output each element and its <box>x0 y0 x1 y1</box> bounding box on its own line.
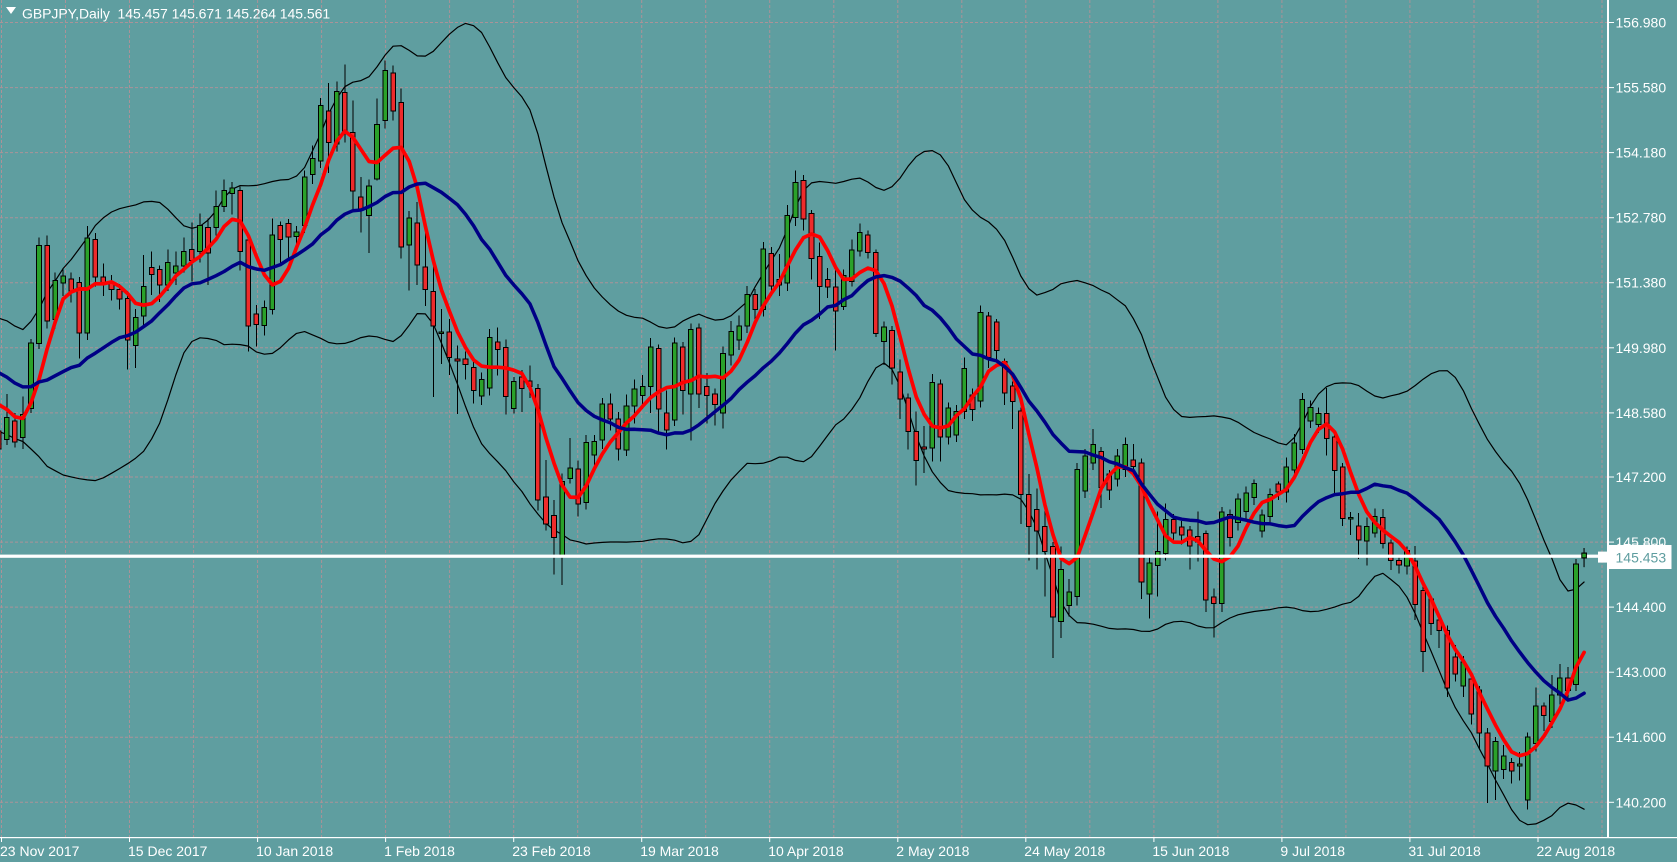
svg-text:156.980: 156.980 <box>1616 15 1667 31</box>
svg-text:140.200: 140.200 <box>1616 794 1667 810</box>
svg-text:141.600: 141.600 <box>1616 729 1667 745</box>
svg-text:31 Jul 2018: 31 Jul 2018 <box>1408 843 1481 859</box>
svg-text:148.580: 148.580 <box>1616 405 1667 421</box>
svg-text:151.380: 151.380 <box>1616 275 1667 291</box>
svg-text:15 Jun 2018: 15 Jun 2018 <box>1152 843 1229 859</box>
svg-text:152.780: 152.780 <box>1616 210 1667 226</box>
svg-text:1 Feb 2018: 1 Feb 2018 <box>384 843 455 859</box>
svg-text:154.180: 154.180 <box>1616 145 1667 161</box>
svg-text:10 Apr 2018: 10 Apr 2018 <box>768 843 844 859</box>
svg-text:143.000: 143.000 <box>1616 664 1667 680</box>
svg-text:10 Jan 2018: 10 Jan 2018 <box>256 843 333 859</box>
svg-text:145.453: 145.453 <box>1616 550 1667 566</box>
svg-text:23 Feb 2018: 23 Feb 2018 <box>512 843 591 859</box>
svg-text:147.200: 147.200 <box>1616 469 1667 485</box>
svg-text:23 Nov 2017: 23 Nov 2017 <box>0 843 80 859</box>
svg-text:22 Aug 2018: 22 Aug 2018 <box>1537 843 1616 859</box>
svg-text:GBPJPY,Daily 145.457 145.671: GBPJPY,Daily 145.457 145.671 145.264 145… <box>22 5 330 21</box>
svg-text:19 Mar 2018: 19 Mar 2018 <box>640 843 719 859</box>
svg-text:9 Jul 2018: 9 Jul 2018 <box>1280 843 1345 859</box>
svg-text:144.400: 144.400 <box>1616 599 1667 615</box>
svg-text:155.580: 155.580 <box>1616 80 1667 96</box>
svg-text:149.980: 149.980 <box>1616 340 1667 356</box>
svg-text:24 May 2018: 24 May 2018 <box>1024 843 1105 859</box>
svg-text:2 May 2018: 2 May 2018 <box>896 843 969 859</box>
svg-text:15 Dec 2017: 15 Dec 2017 <box>128 843 208 859</box>
